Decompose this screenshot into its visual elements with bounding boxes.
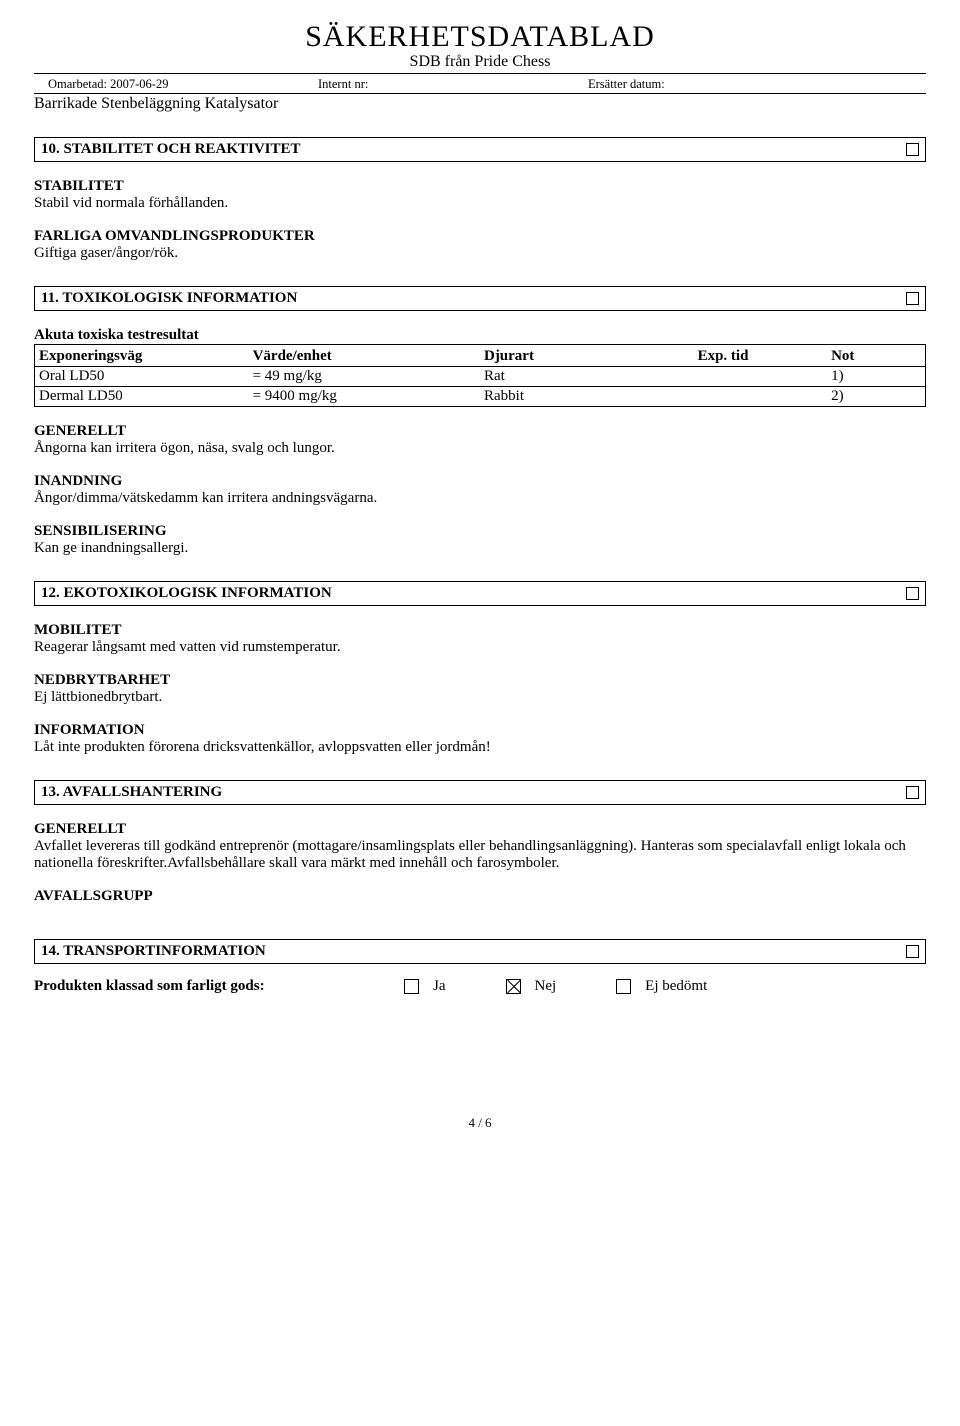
stability-text: Stabil vid normala förhållanden. bbox=[34, 195, 926, 212]
general-heading-13: GENERELLT bbox=[34, 821, 926, 838]
inhalation-text: Ångor/dimma/vätskedamm kan irritera andn… bbox=[34, 490, 926, 507]
hazardous-products-text: Giftiga gaser/ångor/rök. bbox=[34, 245, 926, 262]
section-11-checkbox bbox=[906, 292, 919, 305]
transport-classification-line: Produkten klassad som farligt gods: Ja N… bbox=[34, 978, 926, 995]
revised-date: 2007-06-29 bbox=[110, 77, 168, 91]
section-13-bar: 13. AVFALLSHANTERING bbox=[34, 780, 926, 805]
checkbox-na bbox=[616, 979, 631, 994]
section-13-checkbox bbox=[906, 786, 919, 799]
col-route: Exponeringsväg bbox=[35, 347, 249, 367]
cell-value: = 49 mg/kg bbox=[249, 367, 480, 387]
section-10-bar: 10. STABILITET OCH REAKTIVITET bbox=[34, 137, 926, 162]
sensitization-heading: SENSIBILISERING bbox=[34, 523, 926, 540]
hazardous-products-block: FARLIGA OMVANDLINGSPRODUKTER Giftiga gas… bbox=[34, 228, 926, 262]
checkbox-no bbox=[506, 979, 521, 994]
toxic-table-wrapper: Exponeringsväg Värde/enhet Djurart Exp. … bbox=[34, 344, 926, 407]
label-yes: Ja bbox=[433, 978, 446, 995]
waste-group-heading: AVFALLSGRUPP bbox=[34, 888, 926, 905]
cell-exptime bbox=[694, 367, 828, 387]
general-text-13: Avfallet levereras till godkänd entrepre… bbox=[34, 838, 926, 872]
table-row: Dermal LD50 = 9400 mg/kg Rabbit 2) bbox=[35, 387, 925, 407]
mobility-block: MOBILITET Reagerar långsamt med vatten v… bbox=[34, 622, 926, 656]
document-title: SÄKERHETSDATABLAD bbox=[34, 20, 926, 53]
toxic-table-block: Akuta toxiska testresultat Exponeringsvä… bbox=[34, 327, 926, 407]
cell-note: 1) bbox=[827, 367, 925, 387]
cell-route: Dermal LD50 bbox=[35, 387, 249, 407]
inhalation-heading: INANDNING bbox=[34, 473, 926, 490]
toxic-table-header-row: Exponeringsväg Värde/enhet Djurart Exp. … bbox=[35, 347, 925, 367]
waste-group-block: AVFALLSGRUPP bbox=[34, 888, 926, 905]
section-12-heading: 12. EKOTOXIKOLOGISK INFORMATION bbox=[41, 585, 332, 602]
col-note: Not bbox=[827, 347, 925, 367]
transport-option-na: Ej bedömt bbox=[616, 978, 707, 995]
revised-label: Omarbetad: bbox=[48, 77, 107, 91]
transport-question-label: Produkten klassad som farligt gods: bbox=[34, 978, 404, 995]
degradability-block: NEDBRYTBARHET Ej lättbionedbrytbart. bbox=[34, 672, 926, 706]
degradability-heading: NEDBRYTBARHET bbox=[34, 672, 926, 689]
cell-species: Rabbit bbox=[480, 387, 694, 407]
stability-block: STABILITET Stabil vid normala förhålland… bbox=[34, 178, 926, 212]
hazardous-products-heading: FARLIGA OMVANDLINGSPRODUKTER bbox=[34, 228, 926, 245]
information-text: Låt inte produkten förorena dricksvatten… bbox=[34, 739, 926, 756]
transport-option-yes: Ja bbox=[404, 978, 446, 995]
label-no: Nej bbox=[535, 978, 557, 995]
col-species: Djurart bbox=[480, 347, 694, 367]
general-block-13: GENERELLT Avfallet levereras till godkän… bbox=[34, 821, 926, 872]
page-number: 4 / 6 bbox=[34, 1115, 926, 1131]
col-value: Värde/enhet bbox=[249, 347, 480, 367]
toxic-table: Exponeringsväg Värde/enhet Djurart Exp. … bbox=[35, 347, 925, 407]
cell-exptime bbox=[694, 387, 828, 407]
general-heading-11: GENERELLT bbox=[34, 423, 926, 440]
mobility-heading: MOBILITET bbox=[34, 622, 926, 639]
table-row: Oral LD50 = 49 mg/kg Rat 1) bbox=[35, 367, 925, 387]
section-14-bar: 14. TRANSPORTINFORMATION bbox=[34, 939, 926, 964]
information-block: INFORMATION Låt inte produkten förorena … bbox=[34, 722, 926, 756]
section-10-heading: 10. STABILITET OCH REAKTIVITET bbox=[41, 141, 301, 158]
cell-note: 2) bbox=[827, 387, 925, 407]
meta-row: Omarbetad: 2007-06-29 Internt nr: Ersätt… bbox=[34, 76, 926, 94]
col-exptime: Exp. tid bbox=[694, 347, 828, 367]
revised-cell: Omarbetad: 2007-06-29 bbox=[48, 77, 318, 92]
document-title-block: SÄKERHETSDATABLAD SDB från Pride Chess bbox=[34, 20, 926, 74]
document-subtitle: SDB från Pride Chess bbox=[34, 53, 926, 71]
replaces-cell: Ersätter datum: bbox=[588, 77, 926, 92]
section-12-checkbox bbox=[906, 587, 919, 600]
section-11-bar: 11. TOXIKOLOGISK INFORMATION bbox=[34, 286, 926, 311]
section-10-checkbox bbox=[906, 143, 919, 156]
cell-value: = 9400 mg/kg bbox=[249, 387, 480, 407]
section-14-checkbox bbox=[906, 945, 919, 958]
sensitization-block: SENSIBILISERING Kan ge inandningsallergi… bbox=[34, 523, 926, 557]
general-text-11: Ångorna kan irritera ögon, näsa, svalg o… bbox=[34, 440, 926, 457]
toxic-table-heading: Akuta toxiska testresultat bbox=[34, 327, 926, 344]
information-heading: INFORMATION bbox=[34, 722, 926, 739]
stability-heading: STABILITET bbox=[34, 178, 926, 195]
internal-label: Internt nr: bbox=[318, 77, 368, 91]
inhalation-block: INANDNING Ångor/dimma/vätskedamm kan irr… bbox=[34, 473, 926, 507]
replaces-label: Ersätter datum: bbox=[588, 77, 665, 91]
sensitization-text: Kan ge inandningsallergi. bbox=[34, 540, 926, 557]
cell-route: Oral LD50 bbox=[35, 367, 249, 387]
section-14-heading: 14. TRANSPORTINFORMATION bbox=[41, 943, 266, 960]
label-na: Ej bedömt bbox=[645, 978, 707, 995]
cell-species: Rat bbox=[480, 367, 694, 387]
product-name: Barrikade Stenbeläggning Katalysator bbox=[34, 94, 926, 113]
internal-cell: Internt nr: bbox=[318, 77, 588, 92]
section-12-bar: 12. EKOTOXIKOLOGISK INFORMATION bbox=[34, 581, 926, 606]
transport-option-no: Nej bbox=[506, 978, 557, 995]
general-block-11: GENERELLT Ångorna kan irritera ögon, näs… bbox=[34, 423, 926, 457]
section-11-heading: 11. TOXIKOLOGISK INFORMATION bbox=[41, 290, 297, 307]
degradability-text: Ej lättbionedbrytbart. bbox=[34, 689, 926, 706]
checkbox-yes bbox=[404, 979, 419, 994]
section-13-heading: 13. AVFALLSHANTERING bbox=[41, 784, 222, 801]
mobility-text: Reagerar långsamt med vatten vid rumstem… bbox=[34, 639, 926, 656]
